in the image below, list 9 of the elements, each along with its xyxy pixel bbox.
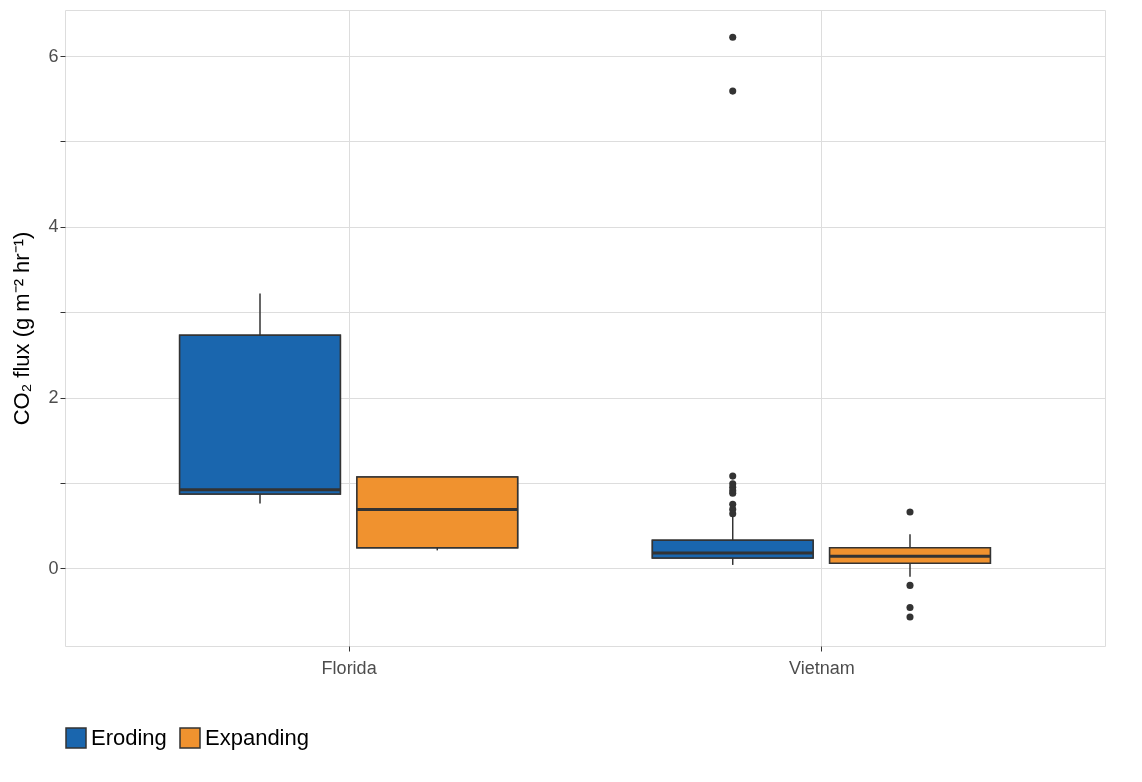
y-tick-label: 4 bbox=[48, 216, 59, 237]
legend-label: Eroding bbox=[91, 725, 167, 750]
y-axis-title: CO₂ flux (g m⁻² hr⁻¹) bbox=[9, 231, 35, 426]
y-tick-label: 2 bbox=[48, 387, 59, 408]
y-tick-label: 6 bbox=[48, 45, 59, 66]
y-tick-label: 0 bbox=[48, 557, 59, 578]
x-tick-label: Vietnam bbox=[789, 657, 855, 678]
legend-label: Expanding bbox=[205, 725, 309, 750]
x-tick-label: Florida bbox=[321, 657, 378, 678]
